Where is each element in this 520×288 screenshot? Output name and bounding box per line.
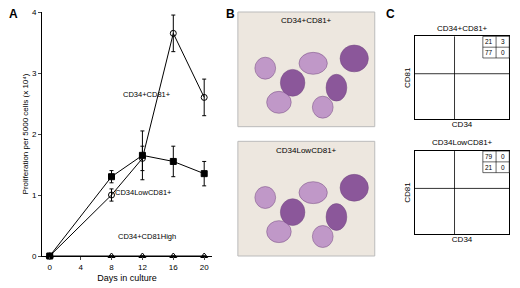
svg-text:3: 3 (32, 69, 37, 78)
svg-text:2: 2 (32, 130, 37, 139)
svg-text:CD34: CD34 (452, 120, 473, 129)
svg-text:4: 4 (78, 263, 83, 272)
svg-text:79: 79 (485, 153, 493, 160)
svg-text:CD34+CD81High: CD34+CD81High (118, 232, 176, 241)
svg-text:Days in culture: Days in culture (97, 273, 157, 283)
svg-text:CD34+CD81+: CD34+CD81+ (437, 24, 488, 33)
svg-text:CD81: CD81 (403, 182, 412, 203)
svg-text:0: 0 (501, 164, 505, 171)
svg-text:Proliferation per 5000 cells (: Proliferation per 5000 cells (x 10⁴) (21, 73, 30, 194)
svg-text:21: 21 (485, 164, 493, 171)
svg-text:77: 77 (485, 49, 493, 56)
svg-text:0: 0 (501, 153, 505, 160)
svg-text:CD34+CD81+: CD34+CD81+ (123, 90, 171, 99)
svg-text:A: A (9, 7, 18, 21)
svg-text:0: 0 (501, 49, 505, 56)
svg-text:B: B (226, 7, 235, 21)
svg-text:0: 0 (32, 252, 37, 261)
svg-text:CD34: CD34 (452, 235, 473, 244)
svg-text:CD34LowCD81+: CD34LowCD81+ (432, 138, 493, 147)
svg-text:21: 21 (485, 38, 493, 45)
svg-text:CD81: CD81 (403, 67, 412, 88)
svg-text:C: C (386, 7, 395, 21)
svg-text:12: 12 (138, 263, 147, 272)
svg-text:16: 16 (169, 263, 178, 272)
svg-text:8: 8 (109, 263, 114, 272)
svg-text:20: 20 (200, 263, 209, 272)
svg-text:0: 0 (47, 263, 52, 272)
svg-text:3: 3 (501, 38, 505, 45)
svg-text:CD34LowCD81+: CD34LowCD81+ (115, 188, 172, 197)
svg-text:4: 4 (32, 8, 37, 17)
svg-text:CD34LowCD81+: CD34LowCD81+ (276, 146, 337, 155)
svg-text:CD34+CD81+: CD34+CD81+ (281, 16, 332, 25)
svg-text:1: 1 (32, 191, 37, 200)
